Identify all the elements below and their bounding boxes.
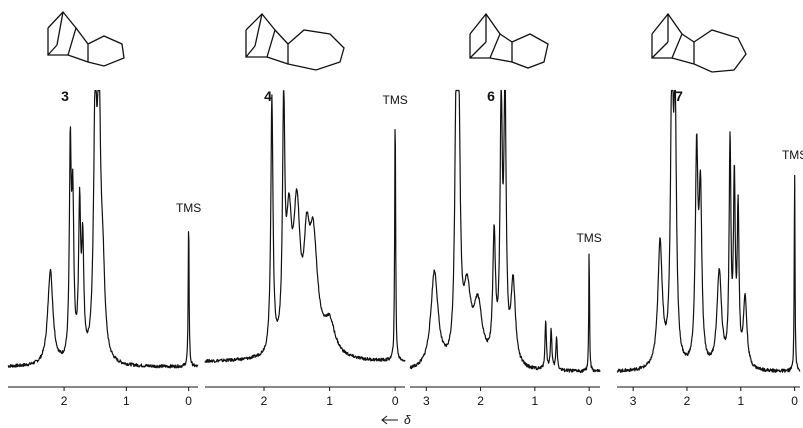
structure-4-drawing (245, 13, 345, 71)
x-tick-label: 1 (123, 394, 130, 408)
spectrum-trace-3 (7, 89, 199, 369)
structure-7-drawing (651, 12, 747, 73)
x-tick-label: 0 (185, 394, 192, 408)
x-tick-label: 1 (326, 394, 333, 408)
x-tick-label: 0 (791, 394, 798, 408)
tms-label-3: TMS (176, 201, 201, 215)
x-tick-label: 2 (684, 394, 691, 408)
compound-label-7: 7 (675, 88, 683, 104)
tms-label-4: TMS (382, 93, 407, 107)
x-tick-label: 0 (392, 394, 399, 408)
x-tick-label: 3 (423, 394, 430, 408)
compound-label-6: 6 (487, 88, 495, 104)
structure-6-drawing (469, 12, 549, 69)
spectrum-trace-6 (409, 89, 601, 374)
structure-3-drawing (47, 11, 125, 67)
compound-label-4: 4 (264, 88, 272, 104)
x-tick-label: 1 (532, 394, 539, 408)
spectrum-panel-7: 3 2 1 0 TMS (616, 89, 803, 408)
x-tick-label: 2 (61, 394, 68, 408)
spectrum-panel-3: 2 1 0 TMS (7, 89, 201, 408)
delta-axis-arrow: δ (381, 413, 411, 427)
spectrum-trace-7 (616, 89, 801, 373)
x-tick-label: 2 (477, 394, 484, 408)
x-tick-label: 0 (586, 394, 593, 408)
x-tick-label: 2 (261, 394, 268, 408)
spectrum-panel-6: 3 2 1 0 TMS (409, 89, 602, 408)
tms-label-6: TMS (576, 231, 601, 245)
spectrum-panel-4: 2 1 0 TMS (204, 90, 408, 408)
spectrum-trace-4 (204, 90, 406, 363)
x-tick-label: 1 (737, 394, 744, 408)
tms-label-7: TMS (782, 148, 803, 162)
x-tick-label: 3 (630, 394, 637, 408)
compound-label-3: 3 (61, 88, 69, 104)
delta-symbol: δ (404, 413, 411, 427)
